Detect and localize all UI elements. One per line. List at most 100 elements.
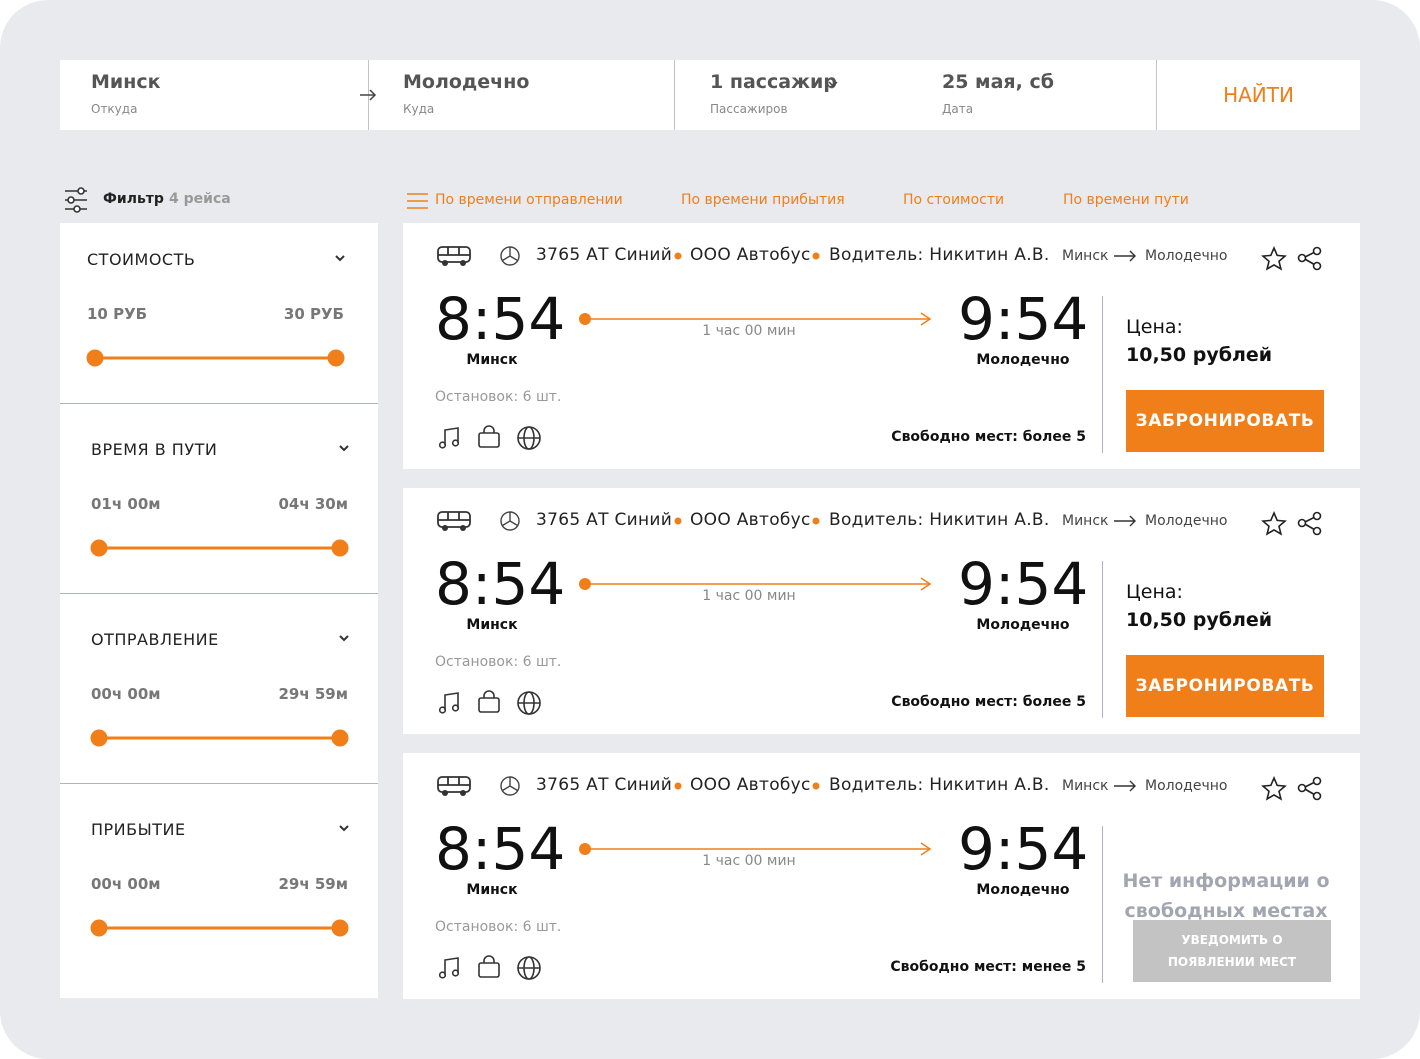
route-line <box>579 312 932 326</box>
range-slider[interactable] <box>90 729 350 747</box>
favorite-star[interactable] <box>1261 510 1287 537</box>
arrive-time: 9:54 <box>958 285 1089 353</box>
dot <box>812 252 820 260</box>
range-min: 01ч 00м <box>91 495 161 513</box>
range-max: 04ч 30м <box>278 495 348 513</box>
sort-icon <box>407 193 428 209</box>
bag-icon <box>478 690 500 713</box>
filter-group-title[interactable]: СТОИМОСТЬ <box>87 250 196 269</box>
range-slider[interactable] <box>90 539 350 557</box>
range-max: 29ч 59м <box>278 685 348 703</box>
search-from-label: Откуда <box>91 102 138 116</box>
bus-icon <box>437 776 471 796</box>
filter-group-title[interactable]: ОТПРАВЛЕНИЕ <box>91 630 219 649</box>
route-from: Минск <box>1062 513 1109 529</box>
search-date-label: Дата <box>942 102 974 116</box>
search-to-label: Куда <box>403 102 435 116</box>
dot <box>812 517 820 525</box>
chevron[interactable] <box>335 255 345 263</box>
favorite-star[interactable] <box>1261 775 1287 802</box>
book-button[interactable]: ЗАБРОНИРОВАТЬ <box>1126 655 1324 717</box>
dot <box>674 782 682 790</box>
chevron[interactable] <box>339 445 349 453</box>
arrive-city: Молодечно <box>976 882 1070 898</box>
brand-logo <box>500 511 520 531</box>
dot <box>674 517 682 525</box>
sort-option[interactable]: По стоимости <box>903 192 1005 208</box>
search-bar <box>60 60 1360 130</box>
arrive-city: Молодечно <box>976 617 1070 633</box>
bag-icon <box>478 425 500 448</box>
price: 10,50 рублей <box>1126 609 1273 631</box>
chevron[interactable] <box>339 635 349 643</box>
driver: Водитель: Никитин А.В. <box>829 775 1050 795</box>
range-slider[interactable] <box>90 919 350 937</box>
price-label: Цена: <box>1126 316 1183 338</box>
route-from: Минск <box>1062 248 1109 264</box>
stops: Остановок: 6 шт. <box>435 919 562 935</box>
range-slider[interactable] <box>86 349 346 367</box>
search-button[interactable]: НАЙТИ <box>1223 83 1294 107</box>
chevron[interactable] <box>339 825 349 833</box>
search-date[interactable]: 25 мая, сб <box>942 71 1054 93</box>
sort-option[interactable]: По времени прибытия <box>681 192 845 208</box>
route-to: Молодечно <box>1145 513 1228 529</box>
range-max: 30 РУБ <box>283 305 344 323</box>
route-arrow <box>1114 515 1136 527</box>
share[interactable] <box>1297 776 1323 802</box>
share[interactable] <box>1297 246 1323 272</box>
range-min: 00ч 00м <box>91 875 161 893</box>
range-min: 10 РУБ <box>87 305 148 323</box>
depart-city: Минск <box>466 352 518 368</box>
depart-time: 8:54 <box>435 815 566 883</box>
duration: 1 час 00 мин <box>702 588 796 604</box>
filter-icon <box>65 187 87 213</box>
depart-city: Минск <box>466 617 518 633</box>
swap-arrow <box>360 89 377 101</box>
bus-icon <box>437 511 471 531</box>
company: ООО Автобус <box>690 245 811 265</box>
depart-time: 8:54 <box>435 550 566 618</box>
route-to: Молодечно <box>1145 248 1228 264</box>
wifi-globe-icon <box>517 956 541 980</box>
seats: Свободно мест: менее 5 <box>890 959 1086 975</box>
search-from[interactable]: Минск <box>91 71 161 93</box>
seats: Свободно мест: более 5 <box>891 429 1086 445</box>
bus-number: 3765 АТ Синий <box>536 245 673 265</box>
price-label: Цена: <box>1126 581 1183 603</box>
depart-time: 8:54 <box>435 285 566 353</box>
driver: Водитель: Никитин А.В. <box>829 510 1050 530</box>
divider <box>1102 296 1103 453</box>
notify-button[interactable]: УВЕДОМИТЬ О ПОЯВЛЕНИИ МЕСТ <box>1133 920 1331 982</box>
sort-option[interactable]: По времени пути <box>1063 192 1189 208</box>
price: 10,50 рублей <box>1126 344 1273 366</box>
stops: Остановок: 6 шт. <box>435 654 562 670</box>
search-to[interactable]: Молодечно <box>403 71 530 93</box>
wifi-globe-icon <box>517 691 541 715</box>
depart-city: Минск <box>466 882 518 898</box>
divider <box>60 593 378 594</box>
seats: Свободно мест: более 5 <box>891 694 1086 710</box>
bus-icon <box>437 246 471 266</box>
favorite-star[interactable] <box>1261 245 1287 272</box>
sort-option[interactable]: По времени отправлении <box>435 192 623 208</box>
filter-title: Фильтр <box>103 191 164 207</box>
music-icon <box>438 692 460 714</box>
dropdown-chevron <box>828 81 838 88</box>
brand-logo <box>500 776 520 796</box>
brand-logo <box>500 246 520 266</box>
company: ООО Автобус <box>690 775 811 795</box>
wifi-globe-icon <box>517 426 541 450</box>
book-button[interactable]: ЗАБРОНИРОВАТЬ <box>1126 390 1324 452</box>
filter-group-title[interactable]: ПРИБЫТИЕ <box>91 820 186 839</box>
share[interactable] <box>1297 511 1323 537</box>
route-line <box>579 577 932 591</box>
route-to: Молодечно <box>1145 778 1228 794</box>
divider <box>1156 60 1157 130</box>
filter-group-title[interactable]: ВРЕМЯ В ПУТИ <box>91 440 218 459</box>
duration: 1 час 00 мин <box>702 853 796 869</box>
dot <box>674 252 682 260</box>
no-info: Нет информации о свободных местах <box>1122 870 1330 922</box>
search-passengers[interactable]: 1 пассажир <box>710 71 837 93</box>
